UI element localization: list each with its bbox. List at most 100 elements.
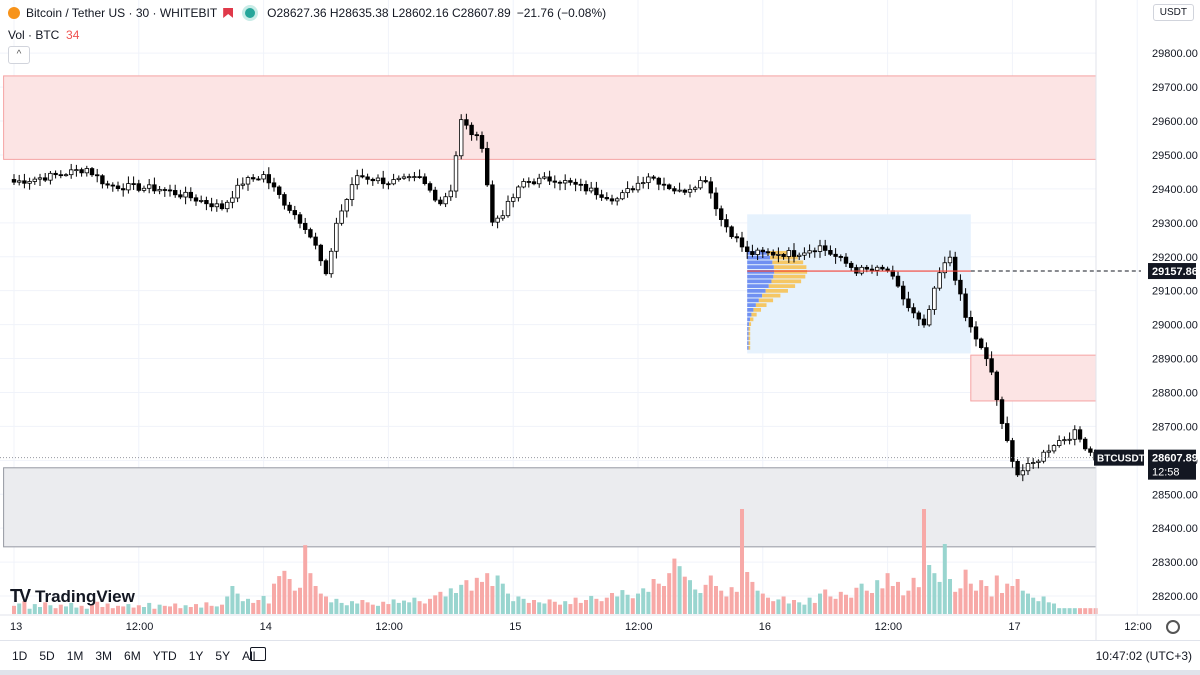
volume-bar (885, 573, 890, 614)
volume-profile-bar-sell (748, 336, 751, 341)
volume-bar (308, 573, 313, 614)
period-1m[interactable]: 1M (66, 649, 84, 663)
volume-profile-bar-sell (765, 288, 788, 293)
volume-bar (495, 575, 500, 614)
candle-body (69, 169, 74, 176)
candle-body (552, 180, 557, 183)
candle-body (422, 176, 427, 185)
volume-bar (443, 596, 448, 614)
volume-bar (578, 602, 583, 614)
volume-bar (27, 608, 32, 614)
volume-bar (584, 600, 588, 614)
candle-body (641, 182, 646, 185)
price-tick-label: 28500.00 (1152, 489, 1198, 501)
volume-bar (989, 596, 994, 614)
volume-profile-bar-buy (747, 341, 749, 345)
candle-body (188, 191, 193, 199)
candle-body (812, 250, 817, 253)
candle-body (620, 192, 625, 200)
candle-body (797, 254, 802, 257)
candle-body (110, 184, 115, 187)
period-1y[interactable]: 1Y (188, 649, 204, 663)
candle-body (843, 256, 849, 264)
volume-bar (1031, 597, 1036, 614)
candle-body (495, 217, 500, 223)
candle-body (901, 285, 906, 300)
period-ytd[interactable]: YTD (152, 649, 177, 663)
volume-bar (620, 590, 625, 614)
candle-body (755, 249, 760, 255)
volume-bar (365, 602, 370, 614)
candle-body (599, 194, 604, 198)
candle-body (739, 237, 745, 248)
volume-bar (428, 598, 432, 614)
calendar-icon[interactable] (250, 647, 266, 661)
candle-body (469, 124, 474, 136)
volume-bar (636, 593, 640, 614)
volume-bar (833, 598, 838, 614)
bottom-toolbar: 1D 5D 1M 3M 6M YTD 1Y 5Y All 10:47:02 (UTC+3) (0, 640, 1200, 671)
candle-body (1010, 440, 1015, 462)
countdown-text: 12:58 (1152, 467, 1180, 479)
collapse-legend-button[interactable]: ^ (8, 46, 30, 64)
candle-body (823, 245, 828, 251)
period-5d[interactable]: 5D (39, 649, 55, 663)
period-6m[interactable]: 6M (124, 649, 141, 663)
tradingview-logo[interactable]: TV TradingView (10, 586, 135, 607)
volume-bar (708, 575, 713, 614)
volume-bar (537, 602, 542, 614)
volume-bar (526, 602, 531, 614)
volume-bar (126, 604, 131, 614)
candle-body (121, 188, 126, 191)
candle-body (1077, 429, 1083, 440)
bookmark-icon[interactable] (223, 8, 234, 18)
volume-bar (771, 601, 776, 614)
volume-profile-bar-buy (747, 265, 774, 269)
volume-bar (1010, 586, 1015, 614)
currency-selector[interactable]: USDT (1152, 4, 1194, 21)
period-3m[interactable]: 3M (95, 649, 113, 663)
volume-bar (558, 604, 562, 614)
settings-gear-icon[interactable] (1166, 620, 1180, 634)
volume-bar (329, 602, 334, 614)
volume-bar (734, 591, 739, 614)
volume-bar (79, 605, 84, 614)
candle-body (344, 199, 349, 212)
clock[interactable]: 10:47:02 (UTC+3) (1095, 649, 1192, 663)
volume-bar (901, 595, 906, 614)
period-1d[interactable]: 1D (12, 649, 28, 663)
symbol-tag (1094, 449, 1144, 466)
volume-profile-bar-sell (748, 326, 751, 331)
volume-bar (781, 596, 786, 614)
volume-bar (1067, 608, 1072, 614)
volume-profile-bar-buy (747, 284, 769, 288)
volume-bar (339, 602, 344, 614)
volume-bar (454, 593, 458, 614)
time-tick-label: 12:00 (625, 621, 653, 633)
candle-body (11, 179, 17, 183)
volume-bar (625, 594, 630, 614)
volume-profile-bar-buy (747, 336, 749, 341)
volume-bar (682, 576, 687, 614)
candle-body (328, 250, 334, 275)
candle-body (724, 219, 729, 228)
candle-body (916, 312, 921, 320)
candle-body (510, 197, 516, 202)
volume-bar (53, 608, 58, 614)
volume-bar (849, 597, 854, 614)
market-status-icon (245, 8, 256, 18)
volume-profile-bar-buy (747, 255, 771, 260)
candle-body (968, 317, 973, 328)
volume-bar (38, 607, 42, 614)
volume-bar (391, 599, 396, 614)
candle-body (256, 178, 261, 181)
period-5y[interactable]: 5Y (215, 649, 231, 663)
symbol-title[interactable]: Bitcoin / Tether US · 30 · WHITEBIT (26, 6, 218, 20)
candle-body (854, 267, 859, 274)
period-all[interactable]: All (242, 649, 256, 663)
volume-bar (1036, 601, 1041, 614)
candle-body (261, 174, 266, 180)
volume-bar (459, 584, 464, 614)
volume-bar (948, 579, 952, 614)
